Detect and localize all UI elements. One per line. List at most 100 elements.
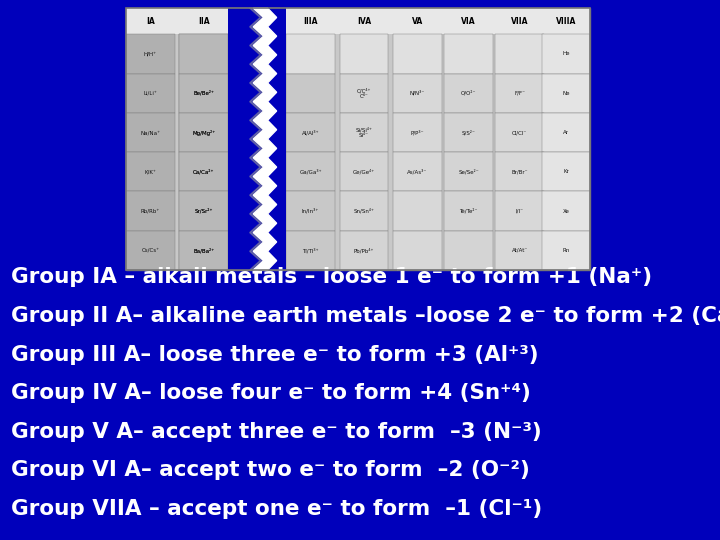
Bar [126, 73, 175, 113]
Bar [444, 35, 493, 73]
Text: N/N³⁻: N/N³⁻ [410, 91, 425, 96]
Bar [179, 35, 228, 73]
Text: Group V A– accept three e⁻ to form  –3 (N⁻³): Group V A– accept three e⁻ to form –3 (N… [11, 422, 541, 442]
Bar [541, 152, 590, 192]
Text: Sn/Sn⁴⁺: Sn/Sn⁴⁺ [354, 208, 374, 214]
Text: Group IV A– loose four e⁻ to form +4 (Sn⁺⁴): Group IV A– loose four e⁻ to form +4 (Sn… [11, 383, 531, 403]
Text: K/K⁺: K/K⁺ [145, 169, 156, 174]
Text: Se/Se²⁻: Se/Se²⁻ [458, 169, 479, 174]
Bar [179, 152, 228, 192]
Bar [340, 35, 388, 73]
Text: Cs/Cs⁺: Cs/Cs⁺ [141, 248, 159, 253]
Text: F/F⁻: F/F⁻ [514, 91, 525, 96]
Bar [541, 35, 590, 73]
Bar [495, 113, 544, 152]
Text: Group II A– alkaline earth metals –loose 2 e⁻ to form +2 (Ca⁺²): Group II A– alkaline earth metals –loose… [11, 306, 720, 326]
Text: Group VI A– accept two e⁻ to form  –2 (O⁻²): Group VI A– accept two e⁻ to form –2 (O⁻… [11, 460, 530, 481]
Polygon shape [250, 8, 264, 270]
Text: Sr/Sr²⁺: Sr/Sr²⁺ [194, 208, 213, 214]
Text: VIA: VIA [462, 17, 476, 26]
Bar [126, 113, 175, 152]
Text: P/P³⁻: P/P³⁻ [410, 130, 424, 135]
Text: Pb/Pb⁴⁺: Pb/Pb⁴⁺ [354, 248, 374, 253]
Text: Al/Al³⁺: Al/Al³⁺ [302, 130, 320, 135]
Text: Group IA – alkali metals – loose 1 e⁻ to form +1 (Na⁺): Group IA – alkali metals – loose 1 e⁻ to… [11, 267, 652, 287]
Text: Be/Be²⁺: Be/Be²⁺ [194, 91, 215, 96]
Bar [393, 35, 442, 73]
Bar [179, 113, 228, 152]
Text: Ba/Ba²⁺: Ba/Ba²⁺ [193, 248, 215, 253]
Bar [179, 73, 228, 113]
Bar [126, 8, 590, 270]
Text: Si/Si⁴⁺
Si⁴⁻: Si/Si⁴⁺ Si⁴⁻ [356, 127, 372, 138]
Text: IA: IA [146, 17, 155, 26]
Text: O/O²⁻: O/O²⁻ [461, 91, 476, 96]
Bar [179, 192, 228, 231]
Text: At/At⁻: At/At⁻ [511, 248, 528, 253]
Text: S/S²⁻: S/S²⁻ [462, 130, 475, 135]
Bar [393, 73, 442, 113]
Text: Cl/Cl⁻: Cl/Cl⁻ [512, 130, 527, 135]
Text: Group VIIA – accept one e⁻ to form  –1 (Cl⁻¹): Group VIIA – accept one e⁻ to form –1 (C… [11, 499, 542, 519]
Bar [393, 152, 442, 192]
Text: Sr/Sr²⁺: Sr/Sr²⁺ [194, 208, 213, 214]
Text: Kr: Kr [563, 169, 569, 174]
Text: Rb/Rb⁺: Rb/Rb⁺ [140, 208, 160, 214]
Bar [179, 73, 228, 113]
Text: Mg/Mg²⁺: Mg/Mg²⁺ [192, 130, 215, 136]
Bar [495, 152, 544, 192]
Bar [287, 35, 335, 73]
Bar [495, 192, 544, 231]
Text: Xe: Xe [562, 208, 570, 214]
Bar [287, 113, 335, 152]
Bar [393, 231, 442, 270]
Bar [444, 152, 493, 192]
Bar [287, 192, 335, 231]
Text: He: He [562, 51, 570, 57]
Text: Be/Be²⁺: Be/Be²⁺ [194, 91, 215, 96]
Bar [228, 8, 287, 270]
Text: VA: VA [412, 17, 423, 26]
Text: Tl/Tl³⁺: Tl/Tl³⁺ [302, 248, 319, 253]
Text: H/H⁺: H/H⁺ [144, 51, 157, 57]
Text: Ar: Ar [563, 130, 569, 135]
Text: Te/Te²⁻: Te/Te²⁻ [459, 208, 477, 214]
Text: VIIIA: VIIIA [556, 17, 576, 26]
Text: Br/Br⁻: Br/Br⁻ [511, 169, 528, 174]
Text: IIA: IIA [198, 17, 210, 26]
Bar [393, 113, 442, 152]
Bar [179, 152, 228, 192]
Text: I/I⁻: I/I⁻ [516, 208, 523, 214]
Bar [495, 73, 544, 113]
Bar [179, 113, 228, 152]
Bar [340, 152, 388, 192]
Text: Group III A– loose three e⁻ to form +3 (Al⁺³): Group III A– loose three e⁻ to form +3 (… [11, 345, 539, 364]
Bar [340, 113, 388, 152]
Text: Ba/Ba²⁺: Ba/Ba²⁺ [193, 248, 215, 253]
Bar [179, 231, 228, 270]
Bar [126, 35, 175, 73]
Bar [541, 113, 590, 152]
Text: As/As³⁻: As/As³⁻ [408, 169, 428, 174]
Text: C/C⁴⁺
C⁴⁻: C/C⁴⁺ C⁴⁻ [357, 87, 372, 99]
Bar [179, 231, 228, 270]
Text: Li/Li⁺: Li/Li⁺ [143, 91, 157, 96]
Text: Ca/Ca²⁺: Ca/Ca²⁺ [193, 169, 215, 174]
Bar [126, 8, 590, 35]
Text: Ne: Ne [562, 91, 570, 96]
Text: Ca/Ca²⁺: Ca/Ca²⁺ [193, 169, 215, 174]
Polygon shape [253, 8, 276, 270]
Bar [444, 192, 493, 231]
Bar [126, 192, 175, 231]
Text: IVA: IVA [357, 17, 371, 26]
Bar [340, 192, 388, 231]
Bar [444, 231, 493, 270]
Bar [287, 152, 335, 192]
Bar [340, 231, 388, 270]
Bar [541, 231, 590, 270]
Bar [287, 231, 335, 270]
Text: Na/Na⁺: Na/Na⁺ [140, 130, 161, 135]
Text: IIIA: IIIA [303, 17, 318, 26]
Bar [126, 8, 590, 270]
Bar [495, 35, 544, 73]
